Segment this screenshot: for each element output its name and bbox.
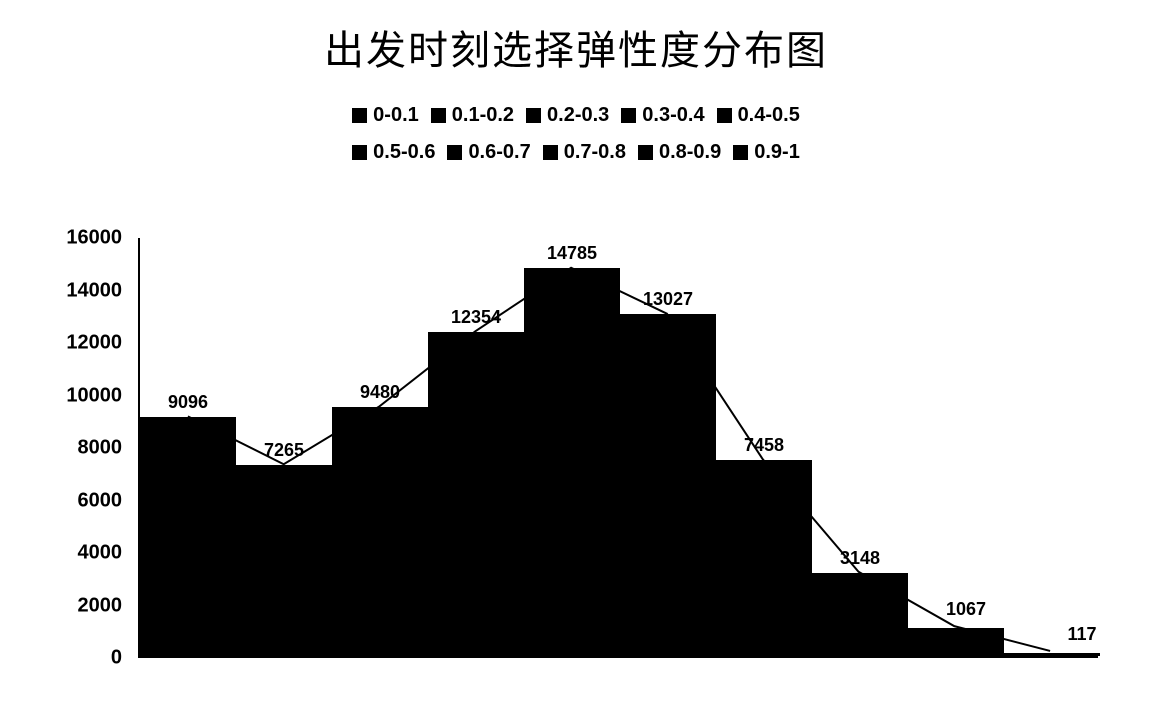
legend-item: 0-0.1	[352, 104, 419, 127]
legend-item: 0.5-0.6	[352, 141, 435, 164]
legend-item: 0.4-0.5	[717, 104, 800, 127]
bar-value-label: 9096	[168, 392, 208, 413]
y-tick-label: 0	[111, 647, 122, 670]
y-tick-label: 2000	[78, 594, 123, 617]
legend-box-icon	[717, 108, 732, 123]
legend-label: 0-0.1	[373, 104, 419, 127]
legend-item: 0.7-0.8	[543, 141, 626, 164]
legend-box-icon	[431, 108, 446, 123]
bar-value-label: 1067	[946, 599, 986, 620]
legend-label: 0.4-0.5	[738, 104, 800, 127]
legend-item: 0.6-0.7	[447, 141, 530, 164]
bar	[332, 407, 428, 656]
plot-area: 9096 7265 9480 12354 14785 13027 7458 3148 1067 1…	[138, 238, 1098, 658]
bar-value-label: 7458	[744, 435, 784, 456]
legend-item: 0.3-0.4	[621, 104, 704, 127]
legend-box-icon	[526, 108, 541, 123]
legend-label: 0.1-0.2	[452, 104, 514, 127]
legend-label: 0.8-0.9	[659, 141, 721, 164]
legend-box-icon	[447, 145, 462, 160]
bar	[1004, 653, 1100, 656]
y-axis: 0200040006000800010000120001400016000	[40, 238, 130, 678]
legend-row-1: 0.5-0.6 0.6-0.7 0.7-0.8 0.8-0.9 0.9-1	[0, 141, 1152, 164]
legend-box-icon	[543, 145, 558, 160]
bar	[812, 573, 908, 656]
bar	[428, 332, 524, 656]
y-tick-label: 12000	[66, 332, 122, 355]
bar-value-label: 117	[1067, 624, 1096, 645]
y-tick-label: 6000	[78, 489, 123, 512]
legend-box-icon	[352, 108, 367, 123]
chart-legend: 0-0.1 0.1-0.2 0.2-0.3 0.3-0.4 0.4-0.5 0.5-0.…	[0, 104, 1152, 164]
y-tick-label: 4000	[78, 542, 123, 565]
bar-value-label: 13027	[643, 289, 693, 310]
y-tick-label: 8000	[78, 437, 123, 460]
bar	[716, 460, 812, 656]
bar-value-label: 12354	[451, 307, 501, 328]
legend-label: 0.2-0.3	[547, 104, 609, 127]
bar	[908, 628, 1004, 656]
y-tick-label: 14000	[66, 279, 122, 302]
bar-value-label: 9480	[360, 382, 400, 403]
legend-item: 0.1-0.2	[431, 104, 514, 127]
legend-label: 0.5-0.6	[373, 141, 435, 164]
bar	[140, 417, 236, 656]
legend-item: 0.8-0.9	[638, 141, 721, 164]
legend-label: 0.7-0.8	[564, 141, 626, 164]
legend-box-icon	[733, 145, 748, 160]
bar	[620, 314, 716, 656]
legend-item: 0.9-1	[733, 141, 800, 164]
legend-box-icon	[638, 145, 653, 160]
legend-label: 0.6-0.7	[468, 141, 530, 164]
legend-box-icon	[621, 108, 636, 123]
legend-label: 0.9-1	[754, 141, 800, 164]
bar-value-label: 7265	[264, 440, 304, 461]
chart-area: 0200040006000800010000120001400016000 90…	[40, 238, 1112, 678]
bar-value-label: 3148	[840, 548, 880, 569]
legend-row-0: 0-0.1 0.1-0.2 0.2-0.3 0.3-0.4 0.4-0.5	[0, 104, 1152, 127]
legend-item: 0.2-0.3	[526, 104, 609, 127]
bar	[524, 268, 620, 656]
legend-box-icon	[352, 145, 367, 160]
y-tick-label: 10000	[66, 384, 122, 407]
chart-title: 出发时刻选择弹性度分布图	[0, 0, 1152, 76]
y-tick-label: 16000	[66, 227, 122, 250]
legend-label: 0.3-0.4	[642, 104, 704, 127]
bar-value-label: 14785	[547, 243, 597, 264]
bar	[236, 465, 332, 656]
